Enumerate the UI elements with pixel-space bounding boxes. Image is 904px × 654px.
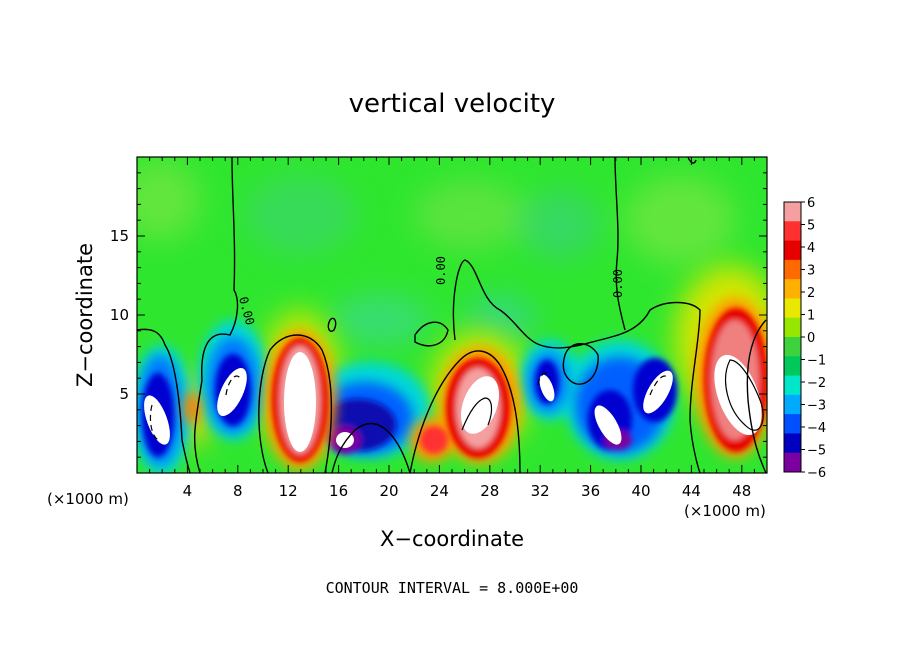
x-tick-label: 36 — [581, 482, 600, 500]
colorbar-swatch — [784, 221, 801, 242]
colorbar-swatch — [784, 433, 801, 454]
colorbar-tick-label: −4 — [807, 421, 826, 436]
colorbar-tick-label: 3 — [807, 264, 815, 279]
colorbar-tick-label: 4 — [807, 241, 815, 256]
x-unit-label: (×1000 m) — [684, 502, 766, 520]
x-axis: 4 8 12 16 20 24 28 32 36 40 44 48 — [149, 157, 755, 500]
colorbar-tick-label: 6 — [807, 196, 815, 211]
colorbar-tick-label: −2 — [807, 376, 826, 391]
y-tick-label: 5 — [119, 385, 129, 403]
colorbar-tick-label: −3 — [807, 399, 826, 414]
colorbar-swatch — [784, 298, 801, 319]
x-tick-label: 32 — [531, 482, 550, 500]
y-axis: 5 10 15 — [110, 172, 767, 458]
contour-interval-text: CONTOUR INTERVAL = 8.000E+00 — [326, 579, 579, 597]
contour-label-3: 0.00 — [611, 269, 625, 298]
x-tick-label: 28 — [480, 482, 499, 500]
x-tick-label: 44 — [682, 482, 701, 500]
colorbar-tick-label: −5 — [807, 444, 826, 459]
colorbar-tick-label: 0 — [807, 331, 815, 346]
x-tick-label: 16 — [329, 482, 348, 500]
contour-label-2: 0.00 — [434, 256, 448, 285]
colorbar-swatch — [784, 202, 801, 222]
y-axis-title: Z−coordinate — [73, 243, 97, 387]
x-tick-label: 4 — [183, 482, 193, 500]
x-tick-label: 48 — [732, 482, 751, 500]
colorbar-swatch — [784, 356, 801, 377]
colorbar-swatch — [784, 452, 801, 473]
colorbar-swatch — [784, 317, 801, 338]
chart-title: vertical velocity — [349, 89, 556, 119]
colorbar-swatch — [784, 279, 801, 299]
colorbar-tick-label: −1 — [807, 354, 826, 369]
y-tick-label: 10 — [110, 306, 129, 324]
colorbar-swatch — [784, 375, 801, 396]
x-tick-label: 40 — [631, 482, 650, 500]
colorbar-tick-label: 1 — [807, 309, 815, 324]
colorbar-swatch — [784, 240, 801, 261]
x-tick-label: 8 — [233, 482, 243, 500]
colorbar-tick-label: −6 — [807, 466, 826, 481]
x-tick-label: 12 — [279, 482, 298, 500]
colorbar-tick-label: 5 — [807, 219, 815, 234]
x-tick-label: 20 — [379, 482, 398, 500]
colorbar-swatch — [784, 259, 801, 280]
colorbar-tick-label: 2 — [807, 286, 815, 301]
x-tick-label: 24 — [430, 482, 449, 500]
x-axis-title: X−coordinate — [380, 527, 524, 551]
velocity-field — [137, 157, 767, 473]
colorbar-swatch — [784, 414, 801, 434]
colorbar: 6 5 4 3 2 1 0 −1 −2 −3 −4 −5 −6 — [783, 196, 826, 481]
z-unit-label: (×1000 m) — [47, 490, 129, 508]
colorbar-swatch — [784, 337, 801, 357]
y-tick-label: 15 — [110, 227, 129, 245]
colorbar-swatch — [784, 394, 801, 415]
